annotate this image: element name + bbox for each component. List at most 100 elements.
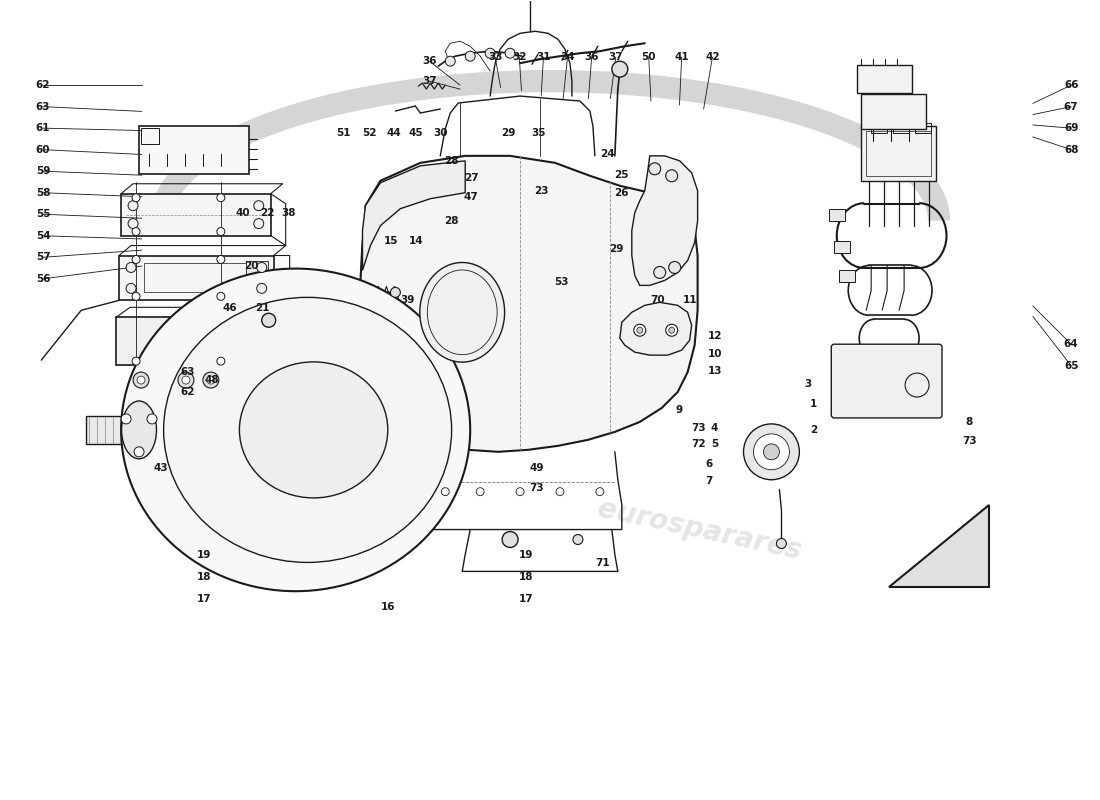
Text: 13: 13 [707,366,722,376]
Polygon shape [363,161,465,270]
Circle shape [465,51,475,61]
Circle shape [390,287,400,298]
Text: 26: 26 [614,188,628,198]
Text: 3: 3 [804,379,812,389]
Text: 63: 63 [180,367,195,377]
Bar [893,123,909,133]
Text: 59: 59 [36,166,51,176]
Bar [277,347,288,357]
Circle shape [217,292,224,300]
Bar [861,126,936,181]
Bar [277,319,288,330]
Text: 61: 61 [36,123,51,133]
Text: 62: 62 [180,387,195,397]
Polygon shape [361,156,697,452]
Text: 50: 50 [641,52,656,62]
Polygon shape [631,156,697,286]
Circle shape [134,447,144,457]
Circle shape [207,376,215,384]
Circle shape [476,488,484,496]
Bar [141,128,160,144]
Text: 43: 43 [153,462,168,473]
Text: 28: 28 [444,216,459,226]
Circle shape [777,538,786,549]
Circle shape [254,218,264,229]
Text: 45: 45 [409,128,424,138]
Text: 22: 22 [260,208,274,218]
Circle shape [754,434,790,470]
Circle shape [132,357,140,365]
Text: 66: 66 [1064,80,1078,90]
Circle shape [502,531,518,547]
Text: 9: 9 [675,405,683,414]
Bar [139,126,249,174]
Text: 62: 62 [36,80,51,90]
Bar [834,241,850,253]
Text: 29: 29 [608,243,623,254]
Text: 2: 2 [810,426,817,435]
Bar [839,270,855,282]
Text: 8: 8 [966,418,972,427]
Circle shape [217,194,224,202]
Text: 17: 17 [197,594,211,603]
Circle shape [441,488,449,496]
Text: 58: 58 [36,188,51,198]
Bar [915,123,931,133]
Bar [117,318,277,365]
Ellipse shape [121,269,470,591]
Circle shape [178,372,194,388]
Text: 37: 37 [608,52,623,62]
Circle shape [132,292,140,300]
Text: 42: 42 [705,52,719,62]
Text: 21: 21 [255,303,270,314]
Circle shape [262,314,276,327]
Text: 28: 28 [444,156,459,166]
Text: 39: 39 [400,295,415,306]
Bar [144,263,249,292]
Circle shape [254,201,264,210]
Text: 73: 73 [691,423,705,433]
Text: 31: 31 [536,52,551,62]
Circle shape [596,488,604,496]
Circle shape [138,376,145,384]
Text: 20: 20 [244,261,258,271]
Text: 40: 40 [235,208,250,218]
Circle shape [128,218,138,229]
Text: 36: 36 [584,52,598,62]
Text: 49: 49 [529,462,544,473]
Circle shape [666,170,678,182]
Text: 27: 27 [464,174,478,183]
Circle shape [121,414,131,424]
Circle shape [637,327,642,334]
Text: 23: 23 [534,186,549,196]
Text: 25: 25 [614,170,628,180]
Circle shape [612,61,628,77]
Text: 30: 30 [433,128,448,138]
Text: 10: 10 [707,349,722,358]
Text: 55: 55 [36,210,51,219]
Circle shape [132,255,140,263]
Text: 4: 4 [711,423,718,433]
Text: 64: 64 [1064,339,1078,349]
Circle shape [556,488,564,496]
Text: 14: 14 [409,235,424,246]
Text: 71: 71 [595,558,610,569]
Circle shape [744,424,800,480]
Text: 60: 60 [36,145,51,154]
Text: 51: 51 [337,128,351,138]
Text: 63: 63 [36,102,51,112]
Text: 6: 6 [705,458,713,469]
Text: 18: 18 [197,572,211,582]
Text: 17: 17 [518,594,534,603]
Circle shape [182,376,190,384]
Text: 69: 69 [1064,123,1078,133]
Bar [119,255,274,300]
Bar [847,375,898,405]
Text: 46: 46 [222,303,236,314]
Text: 72: 72 [691,439,705,449]
Circle shape [132,194,140,202]
Circle shape [634,324,646,336]
Text: eurosparares: eurosparares [595,494,804,565]
Text: 47: 47 [463,192,478,202]
Circle shape [132,228,140,235]
